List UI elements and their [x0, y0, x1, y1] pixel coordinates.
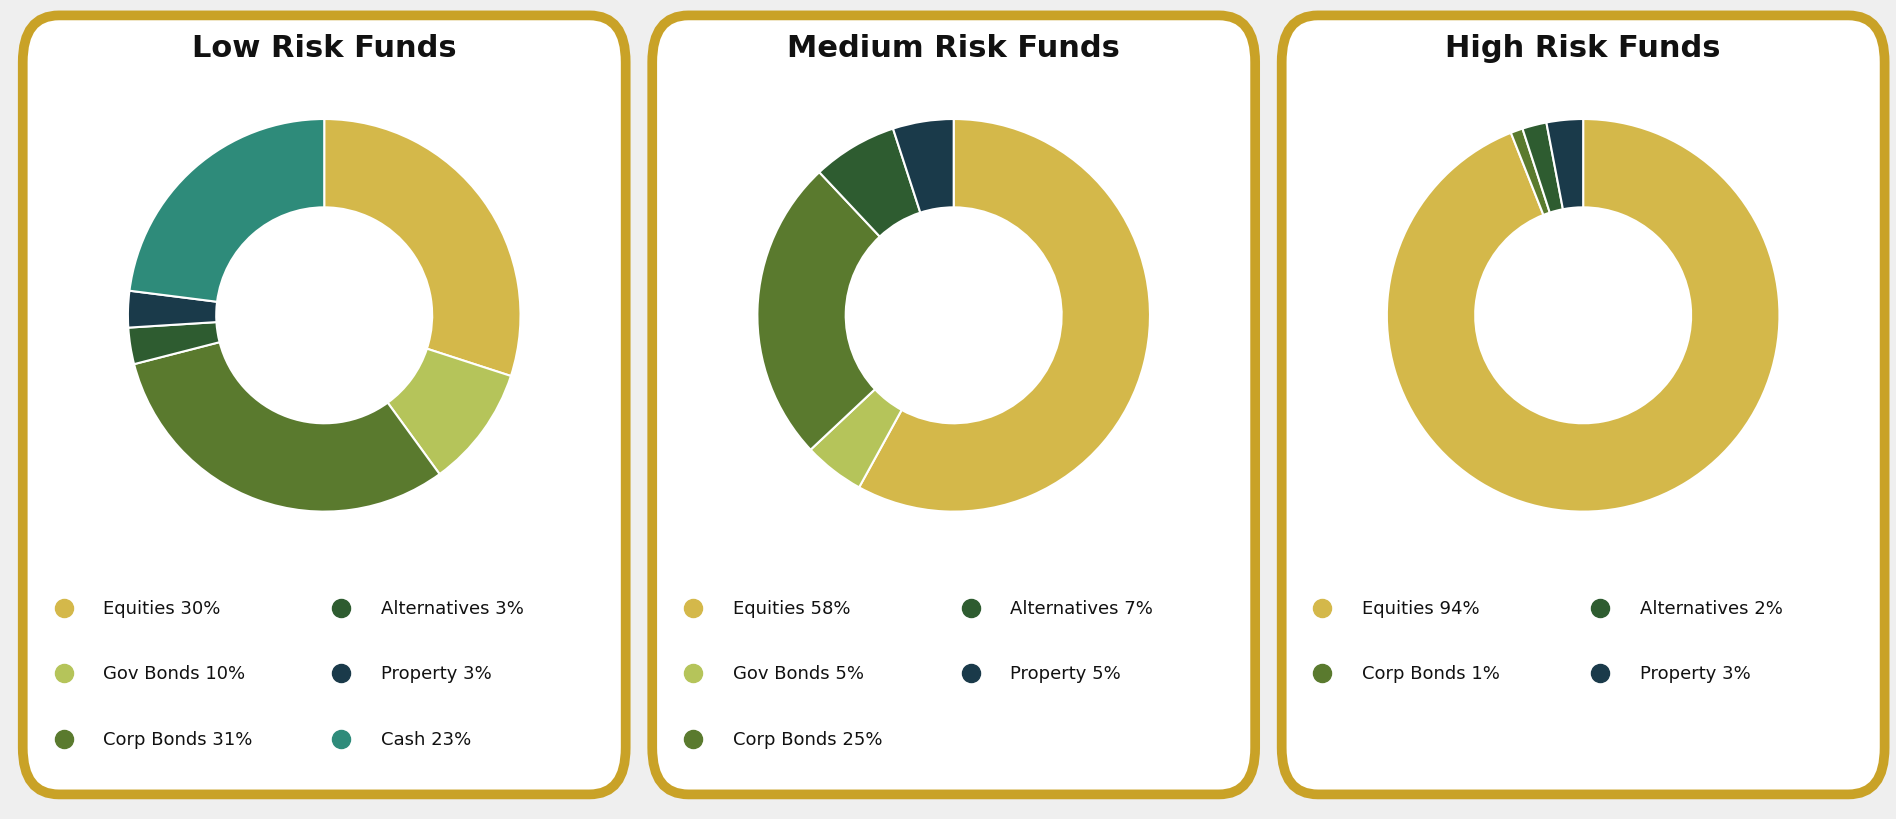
- Wedge shape: [893, 120, 954, 214]
- Wedge shape: [127, 292, 218, 328]
- Text: Corp Bonds 25%: Corp Bonds 25%: [732, 730, 882, 748]
- Wedge shape: [129, 323, 220, 364]
- Text: Equities 58%: Equities 58%: [732, 599, 849, 617]
- Text: Property 3%: Property 3%: [1640, 664, 1750, 682]
- Wedge shape: [859, 120, 1151, 512]
- Text: Gov Bonds 10%: Gov Bonds 10%: [102, 664, 245, 682]
- Wedge shape: [1522, 124, 1562, 214]
- Text: Corp Bonds 1%: Corp Bonds 1%: [1361, 664, 1500, 682]
- Text: Alternatives 7%: Alternatives 7%: [1011, 599, 1153, 617]
- Title: Low Risk Funds: Low Risk Funds: [191, 34, 457, 63]
- Wedge shape: [1547, 120, 1583, 210]
- Wedge shape: [129, 120, 324, 302]
- Wedge shape: [819, 129, 920, 238]
- Wedge shape: [757, 173, 880, 450]
- FancyBboxPatch shape: [23, 16, 626, 794]
- FancyBboxPatch shape: [652, 16, 1255, 794]
- Text: Property 5%: Property 5%: [1011, 664, 1121, 682]
- Wedge shape: [135, 342, 440, 512]
- Text: Equities 30%: Equities 30%: [102, 599, 220, 617]
- Wedge shape: [1511, 129, 1549, 215]
- Title: Medium Risk Funds: Medium Risk Funds: [787, 34, 1121, 63]
- Text: Gov Bonds 5%: Gov Bonds 5%: [732, 664, 865, 682]
- Text: Equities 94%: Equities 94%: [1361, 599, 1479, 617]
- Wedge shape: [387, 349, 510, 474]
- Text: Property 3%: Property 3%: [381, 664, 491, 682]
- Wedge shape: [811, 390, 902, 488]
- FancyBboxPatch shape: [1282, 16, 1885, 794]
- Text: Corp Bonds 31%: Corp Bonds 31%: [102, 730, 252, 748]
- Wedge shape: [1386, 120, 1780, 512]
- Title: High Risk Funds: High Risk Funds: [1445, 34, 1722, 63]
- Text: Cash 23%: Cash 23%: [381, 730, 470, 748]
- Text: Alternatives 2%: Alternatives 2%: [1640, 599, 1782, 617]
- Text: Alternatives 3%: Alternatives 3%: [381, 599, 523, 617]
- Wedge shape: [324, 120, 521, 377]
